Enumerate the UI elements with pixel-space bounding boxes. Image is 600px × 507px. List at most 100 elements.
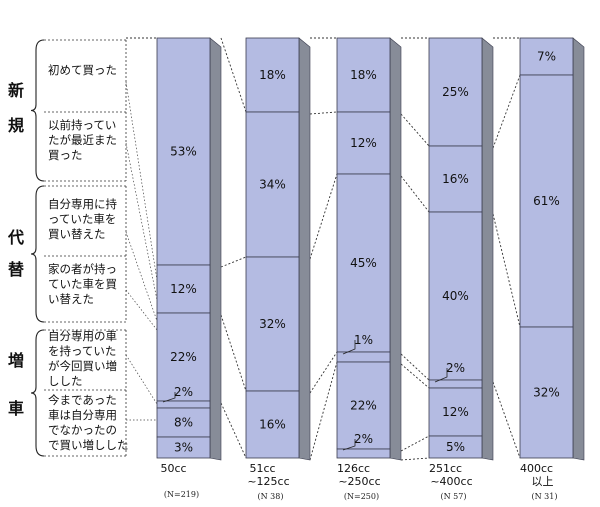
bar-5: 7% 61% 32%: [519, 37, 585, 461]
data-label: 18%: [259, 68, 286, 82]
sample-size: (N=219): [164, 490, 199, 499]
bar-segment: [428, 435, 483, 459]
legend-text: 以前持ってい: [48, 118, 116, 132]
bar-segment: [519, 37, 574, 76]
legend-item: 初めて買った: [48, 63, 117, 77]
bar-segment: [428, 387, 483, 437]
legend-text: が今回買い増: [48, 359, 117, 373]
data-label: 22%: [350, 399, 377, 413]
data-label: 2%: [354, 432, 373, 446]
data-label: 2%: [446, 361, 465, 375]
data-label: 12%: [170, 282, 197, 296]
category-text: 51cc: [249, 462, 275, 475]
group-label: 新規: [8, 81, 24, 135]
bar-segment: [428, 145, 483, 213]
data-label: 16%: [442, 172, 469, 186]
data-label: 25%: [442, 85, 469, 99]
sample-size: (N 31): [532, 492, 558, 501]
bar-segment: [245, 256, 300, 392]
label-leader: [342, 340, 356, 355]
bar-segment: [245, 111, 300, 258]
legend-text: ていた車を買: [48, 277, 117, 291]
connector-line: [492, 381, 521, 459]
bar-segment: [336, 361, 391, 450]
group-bracket: [30, 39, 45, 182]
legend-text: 初めて買った: [48, 63, 117, 77]
data-label: 32%: [259, 317, 286, 331]
data-label: 12%: [442, 405, 469, 419]
bar-segment: [156, 312, 211, 402]
bar-segment: [336, 111, 391, 175]
connector-line: [400, 353, 430, 381]
data-label: 5%: [446, 440, 465, 454]
legend-leader: [125, 81, 158, 281]
bar-segment: [336, 173, 391, 353]
data-label: 45%: [350, 256, 377, 270]
connector-line: [309, 173, 338, 260]
data-label: 2%: [174, 385, 193, 399]
category-label: 51cc~125cc (N 38): [247, 462, 289, 501]
data-label: 34%: [259, 178, 286, 192]
label-leader: [434, 368, 448, 383]
connector-line: [220, 256, 247, 268]
legend-text: 家の者が持っ: [48, 262, 117, 276]
bar-1: 53% 12% 22% 2% 8% 3%: [156, 37, 222, 461]
category-text: ~125cc: [247, 475, 289, 488]
bar-segment: [519, 74, 574, 328]
bar-segment: [336, 448, 391, 459]
legend-text: 車は自分専用: [48, 408, 117, 422]
group-char: 代: [7, 228, 24, 247]
category-label: 126cc~250cc (N=250): [337, 462, 381, 501]
connector-line: [220, 314, 247, 392]
bar-segment: [156, 407, 211, 438]
legend-text: 買った: [48, 148, 83, 162]
group-char: 新: [8, 81, 24, 100]
legend-leader: [125, 289, 158, 331]
legend-text: 自分専用に持: [48, 197, 117, 211]
legend-text: で買い増しした: [48, 438, 129, 452]
label-leader: [162, 392, 176, 403]
connector-line: [309, 351, 338, 394]
connector-line: [309, 361, 338, 461]
sample-size: (N 38): [258, 492, 284, 501]
bar-side-face: [389, 37, 402, 461]
bar-side-face: [572, 37, 585, 461]
sample-size: (N 57): [441, 492, 467, 501]
legend-leader: [125, 142, 158, 301]
legend: 初めて買った以前持っていたが最近また買った自分専用に持っていた車を買い替えた家の…: [7, 39, 158, 457]
bar-segment: [156, 264, 211, 314]
category-text: 126cc: [337, 462, 370, 475]
category-text: 50cc: [160, 462, 186, 475]
data-label: 32%: [533, 386, 560, 400]
sample-size: (N=250): [344, 492, 379, 501]
bar-side-face: [298, 37, 311, 461]
connector-line: [400, 113, 430, 147]
bar-segment: [156, 436, 211, 459]
category-text: 以上: [532, 475, 554, 488]
data-label: 7%: [537, 50, 556, 64]
bar-3: 18% 12% 45% 1% 22% 2%: [336, 37, 402, 461]
connector-line: [400, 175, 430, 213]
legend-text: い替えた: [48, 292, 94, 306]
legend-text: 自分専用の車: [48, 329, 117, 343]
group-char: 車: [8, 399, 24, 418]
category-label: 50cc (N=219): [160, 462, 199, 499]
group-bracket: [30, 185, 45, 323]
bar-segment: [519, 326, 574, 459]
legend-text: しした: [48, 374, 83, 388]
category-text: ~250cc: [338, 475, 380, 488]
data-label: 18%: [350, 68, 377, 82]
bar-side-face: [209, 37, 222, 461]
bar-segment: [428, 37, 483, 147]
category-axis: 50cc (N=219) 51cc~125cc (N 38) 126cc~250cc (N…: [160, 462, 557, 501]
group-label: 代替: [7, 228, 24, 279]
bar-segment: [428, 211, 483, 381]
group-bracket: [30, 329, 45, 457]
legend-text: でなかったの: [48, 423, 117, 437]
